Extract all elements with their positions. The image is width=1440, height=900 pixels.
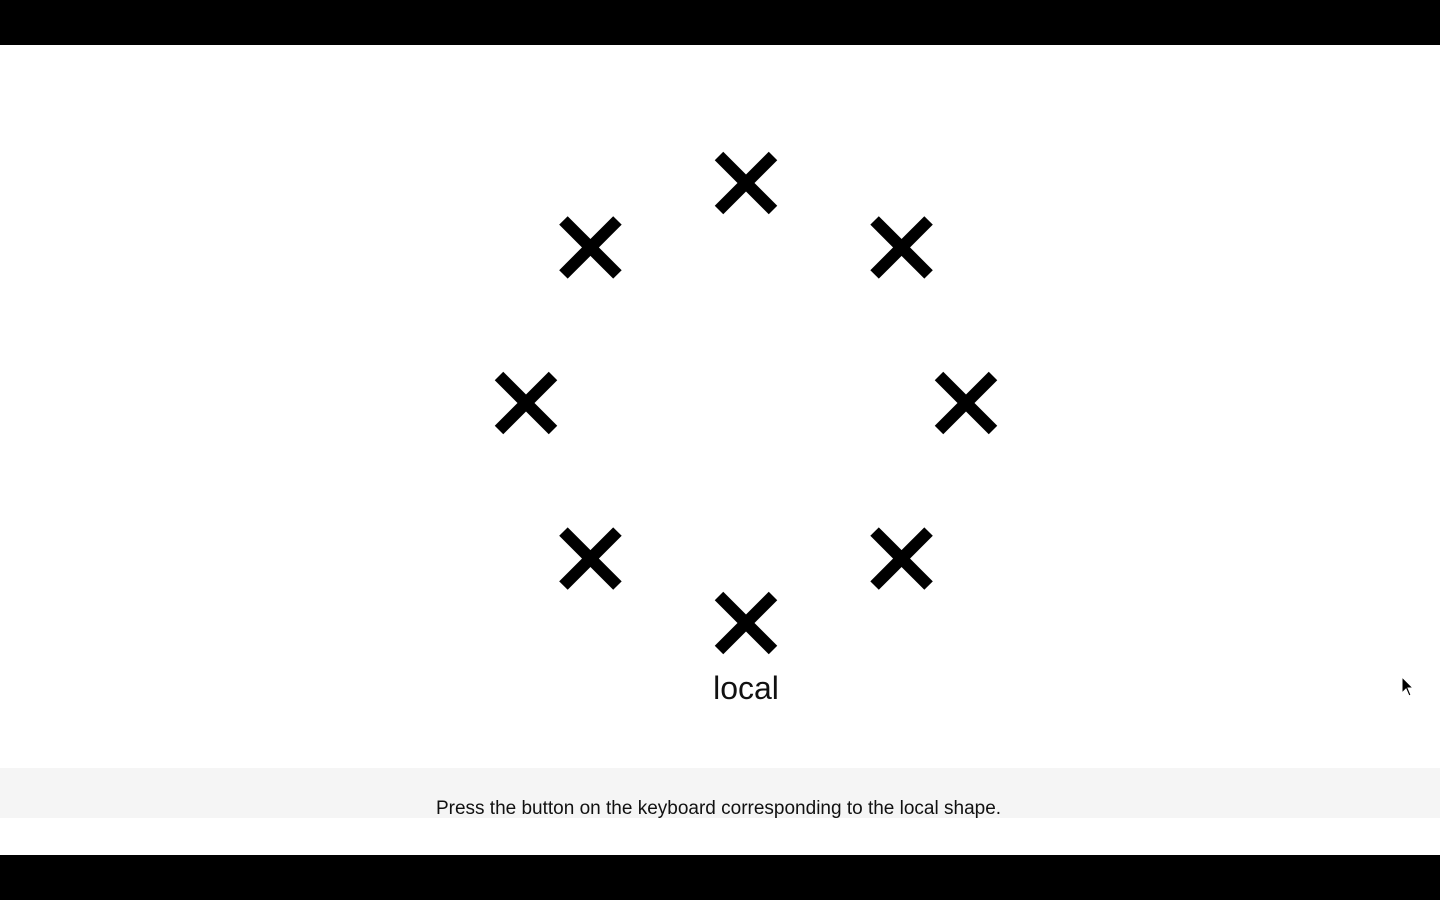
local-cross-icon [870,527,933,590]
local-cross-icon [559,216,622,279]
cue-word: local [713,670,779,706]
mouse-cursor-icon [1401,676,1414,697]
global-shape-stimulus [494,151,998,655]
local-cross-icon [559,527,622,590]
letterbox-bottom [0,855,1440,900]
experiment-stage: local [0,45,1440,768]
bottom-strip [0,818,1440,855]
local-cross-icon [714,151,778,215]
local-cross-icon [714,591,778,655]
instruction-text: Press the button on the keyboard corresp… [435,798,1002,818]
instruction-bar: Press the button on the keyboard corresp… [0,768,1440,818]
local-cross-icon [870,216,933,279]
letterbox-top [0,0,1440,45]
local-cross-icon [494,371,558,435]
local-cross-icon [934,371,998,435]
